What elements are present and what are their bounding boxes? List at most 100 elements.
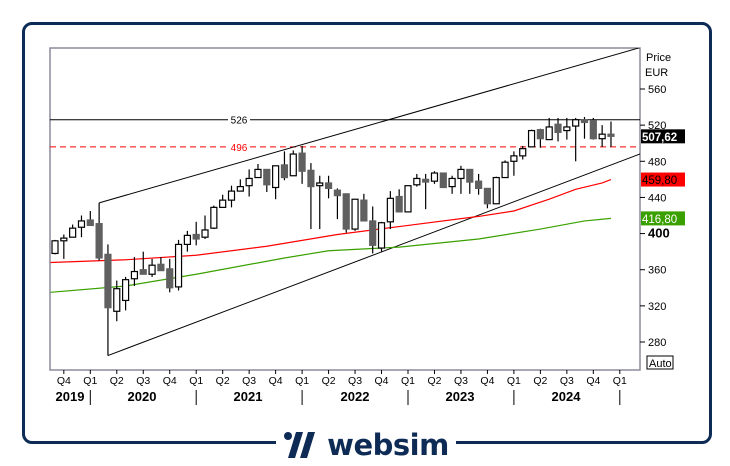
quarter-label: Q1: [83, 375, 97, 387]
quarter-label: Q4: [375, 375, 389, 387]
candle-body: [342, 193, 350, 230]
candle-body: [121, 279, 130, 302]
candle-body: [413, 177, 421, 186]
candle-2024-06: [554, 117, 562, 142]
candle-2024-09: [580, 117, 589, 139]
quarter-label: Q2: [322, 375, 336, 387]
candle-2023-08: [466, 168, 474, 194]
candle-body: [157, 263, 165, 272]
candle-body: [148, 264, 156, 275]
candle-body: [369, 220, 377, 246]
quarter-label: Q3: [454, 375, 468, 387]
candle-body: [448, 177, 456, 188]
y-tick-label: 400: [648, 226, 670, 241]
candle-2023-02: [413, 173, 421, 187]
quarter-label: Q2: [533, 375, 547, 387]
candle-2020-12: [183, 230, 191, 252]
candle-body: [377, 222, 386, 249]
candle-2023-09: [475, 173, 483, 195]
candle-body: [227, 190, 236, 201]
y-tick-label: 560: [648, 84, 666, 96]
red-ma-price-tag: 459,80: [642, 175, 677, 187]
candle-body: [572, 119, 580, 127]
websim-logo-text: websim: [327, 428, 449, 462]
candle-2024-07: [563, 117, 571, 140]
year-label: 2019: [56, 389, 85, 404]
quarter-label: Q1: [189, 375, 203, 387]
quarter-label: Q4: [480, 375, 494, 387]
green-ma-price-tag: 416,80: [642, 214, 677, 226]
candle-body: [280, 164, 289, 179]
candle-body: [395, 195, 403, 213]
candle-2024-02: [519, 145, 527, 160]
candle-body: [69, 227, 77, 238]
candle-2023-03: [422, 173, 430, 210]
candle-body: [298, 152, 306, 172]
candle-body: [466, 168, 474, 183]
candle-body: [580, 119, 589, 124]
candle-body: [316, 182, 324, 187]
candle-2019-12: [77, 215, 86, 238]
auto-scale-button[interactable]: Auto: [646, 355, 674, 370]
year-label: 2021: [234, 389, 263, 404]
candle-2021-01: [192, 221, 200, 246]
candle-body: [501, 161, 509, 179]
candle-2022-08: [360, 193, 368, 222]
auto-scale-label[interactable]: Auto: [649, 358, 672, 370]
candle-2020-04: [113, 280, 121, 322]
candle-body: [527, 129, 536, 148]
candle-2021-11: [280, 151, 289, 181]
quarter-label: Q4: [586, 375, 600, 387]
candle-body: [457, 168, 465, 180]
candle-2019-11: [69, 224, 77, 238]
candle-body: [130, 270, 139, 280]
candle-2022-07: [351, 198, 359, 231]
horizontal-line-label-bg: [228, 113, 250, 125]
candle-2024-10: [589, 117, 597, 140]
candle-2024-03: [527, 129, 536, 148]
quarter-label: Q2: [216, 375, 230, 387]
quarter-label: Q4: [163, 375, 177, 387]
websim-logo-icon: [284, 432, 316, 458]
quarter-label: Q4: [57, 375, 71, 387]
candle-body: [104, 253, 112, 309]
candle-2020-10: [166, 258, 174, 293]
candle-2022-05: [333, 188, 341, 220]
candle-body: [324, 182, 333, 189]
candle-body: [333, 189, 341, 197]
quarter-label: Q1: [401, 375, 415, 387]
candle-2024-05: [545, 117, 553, 141]
candle-body: [77, 220, 86, 228]
plot-area: [49, 47, 641, 371]
candle-body: [307, 169, 315, 188]
candle-body: [360, 199, 368, 222]
candle-body: [430, 172, 439, 182]
candle-2023-05: [439, 172, 447, 189]
candle-2021-08: [254, 163, 262, 179]
candle-2024-01: [510, 151, 518, 176]
candle-body: [236, 185, 244, 192]
candle-2022-12: [395, 189, 403, 213]
candle-2023-11: [492, 176, 500, 205]
candle-body: [210, 206, 218, 229]
candle-2023-06: [448, 175, 456, 194]
websim-logo: websim: [276, 426, 456, 464]
candle-2020-03: [104, 244, 112, 356]
y-tick-label: 360: [648, 265, 666, 277]
quarter-label: Q2: [110, 375, 124, 387]
quarter-label: Q3: [560, 375, 574, 387]
last-price-tag: 507,62: [642, 132, 677, 144]
horizontal-line-label-bg: [228, 140, 250, 152]
candle-2024-12: [607, 121, 615, 147]
quarter-label: Q1: [507, 375, 521, 387]
quarter-label: Q3: [348, 375, 362, 387]
candle-2022-11: [386, 191, 394, 230]
candle-2023-04: [430, 171, 439, 184]
candle-body: [510, 155, 518, 162]
candle-body: [554, 123, 562, 133]
y-tick-label: 280: [648, 337, 666, 349]
candle-body: [404, 185, 412, 213]
quarter-label: Q1: [295, 375, 309, 387]
candle-2022-06: [342, 193, 350, 233]
candle-body: [192, 233, 200, 240]
